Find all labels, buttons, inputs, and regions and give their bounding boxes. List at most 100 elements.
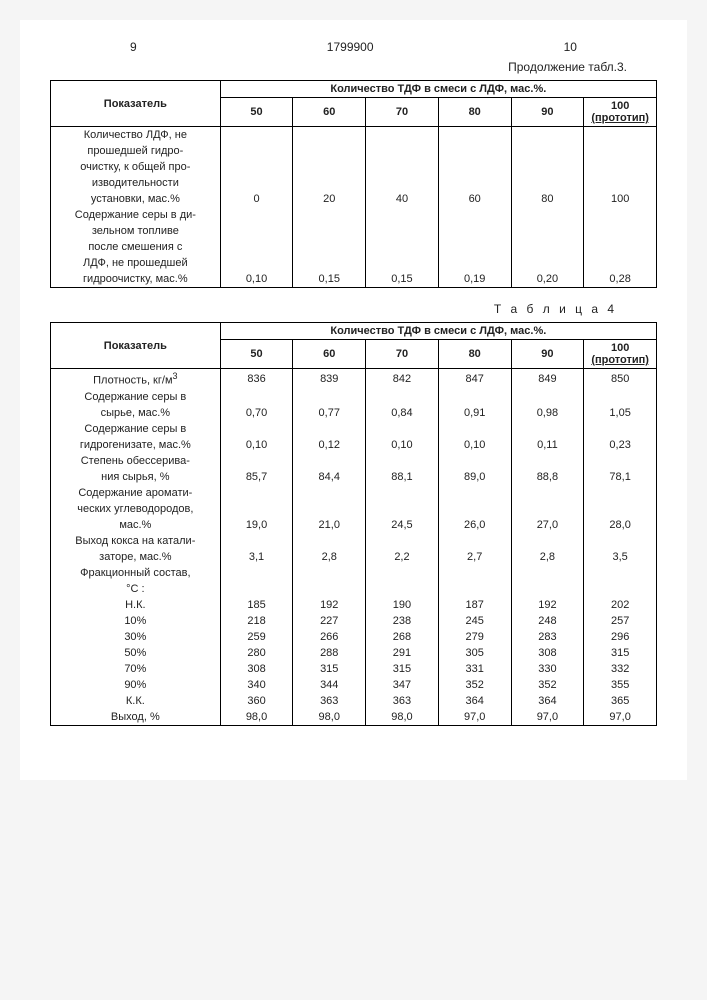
cell: 100 <box>584 191 657 207</box>
row-label: гидроочистку, мас.% <box>51 271 221 288</box>
cell: 308 <box>511 645 584 661</box>
cell <box>293 565 366 581</box>
cell <box>366 127 439 144</box>
cell: 89,0 <box>438 469 511 485</box>
cell: 248 <box>511 613 584 629</box>
cell: 40 <box>366 191 439 207</box>
cell <box>511 207 584 223</box>
cell: 352 <box>438 677 511 693</box>
cell <box>220 501 293 517</box>
cell: 315 <box>366 661 439 677</box>
row-label: К.К. <box>51 693 221 709</box>
table-3: Показатель Количество ТДФ в смеси с ЛДФ,… <box>50 80 657 288</box>
cell <box>438 453 511 469</box>
cell: 28,0 <box>584 517 657 533</box>
page: 9 1799900 10 Продолжение табл.3. Показат… <box>20 20 687 780</box>
cell <box>293 159 366 175</box>
cell <box>293 533 366 549</box>
right-page-number: 10 <box>564 40 577 54</box>
col-header-70: 70 <box>366 98 439 127</box>
row-label: Н.К. <box>51 597 221 613</box>
col-header-100: 100 (прототип) <box>584 98 657 127</box>
cell <box>511 501 584 517</box>
cell: 245 <box>438 613 511 629</box>
row-label: установки, мас.% <box>51 191 221 207</box>
cell <box>220 159 293 175</box>
col4-70: 70 <box>366 340 439 369</box>
cell: 332 <box>584 661 657 677</box>
cell <box>584 255 657 271</box>
row-label: Содержание аромати- <box>51 485 221 501</box>
cell <box>584 485 657 501</box>
cell: 344 <box>293 677 366 693</box>
cell: 352 <box>511 677 584 693</box>
table-row: заторе, мас.%3,12,82,22,72,83,5 <box>51 549 657 565</box>
cell <box>293 389 366 405</box>
cell: 88,1 <box>366 469 439 485</box>
cell: 19,0 <box>220 517 293 533</box>
cell: 26,0 <box>438 517 511 533</box>
cell: 192 <box>293 597 366 613</box>
col4-100: 100 (прототип) <box>584 340 657 369</box>
col-header-60: 60 <box>293 98 366 127</box>
table-row: 50%280288291305308315 <box>51 645 657 661</box>
cell: 1,05 <box>584 405 657 421</box>
cell <box>511 255 584 271</box>
cell <box>511 485 584 501</box>
cell: 291 <box>366 645 439 661</box>
cell <box>293 581 366 597</box>
cell: 98,0 <box>220 709 293 726</box>
cell <box>438 485 511 501</box>
cell: 836 <box>220 369 293 389</box>
table3-head: Показатель Количество ТДФ в смеси с ЛДФ,… <box>51 81 657 127</box>
row-label: Выход кокса на катали- <box>51 533 221 549</box>
cell: 0,20 <box>511 271 584 288</box>
col4-60: 60 <box>293 340 366 369</box>
cell <box>584 143 657 159</box>
cell: 238 <box>366 613 439 629</box>
row-label: Содержание серы в <box>51 421 221 437</box>
cell: 266 <box>293 629 366 645</box>
cell: 849 <box>511 369 584 389</box>
table-row: мас.%19,021,024,526,027,028,0 <box>51 517 657 533</box>
cell <box>511 175 584 191</box>
col4-80: 80 <box>438 340 511 369</box>
cell: 80 <box>511 191 584 207</box>
row-label: ния сырья, % <box>51 469 221 485</box>
row-label: 50% <box>51 645 221 661</box>
cell: 3,1 <box>220 549 293 565</box>
cell <box>438 223 511 239</box>
cell <box>511 565 584 581</box>
cell <box>293 127 366 144</box>
table-row: прошедшей гидро- <box>51 143 657 159</box>
cell: 0,91 <box>438 405 511 421</box>
cell: 330 <box>511 661 584 677</box>
cell: 85,7 <box>220 469 293 485</box>
cell: 259 <box>220 629 293 645</box>
cell <box>511 421 584 437</box>
cell <box>584 175 657 191</box>
cell <box>220 127 293 144</box>
table-row: К.К.360363363364364365 <box>51 693 657 709</box>
col-header-label-4: Показатель <box>51 323 221 369</box>
cell: 315 <box>293 661 366 677</box>
table-row: Выход, %98,098,098,097,097,097,0 <box>51 709 657 726</box>
cell <box>511 453 584 469</box>
cell <box>511 127 584 144</box>
cell: 27,0 <box>511 517 584 533</box>
cell: 98,0 <box>293 709 366 726</box>
col4-100-prototype: (прототип) <box>591 354 649 366</box>
cell <box>438 239 511 255</box>
cell: 363 <box>366 693 439 709</box>
cell <box>438 501 511 517</box>
cell: 268 <box>366 629 439 645</box>
cell: 363 <box>293 693 366 709</box>
cell <box>584 127 657 144</box>
row-label: °С : <box>51 581 221 597</box>
cell <box>293 223 366 239</box>
cell: 0,10 <box>438 437 511 453</box>
row-label: ЛДФ, не прошедшей <box>51 255 221 271</box>
cell: 0,15 <box>293 271 366 288</box>
row-label: сырье, мас.% <box>51 405 221 421</box>
cell: 2,8 <box>511 549 584 565</box>
